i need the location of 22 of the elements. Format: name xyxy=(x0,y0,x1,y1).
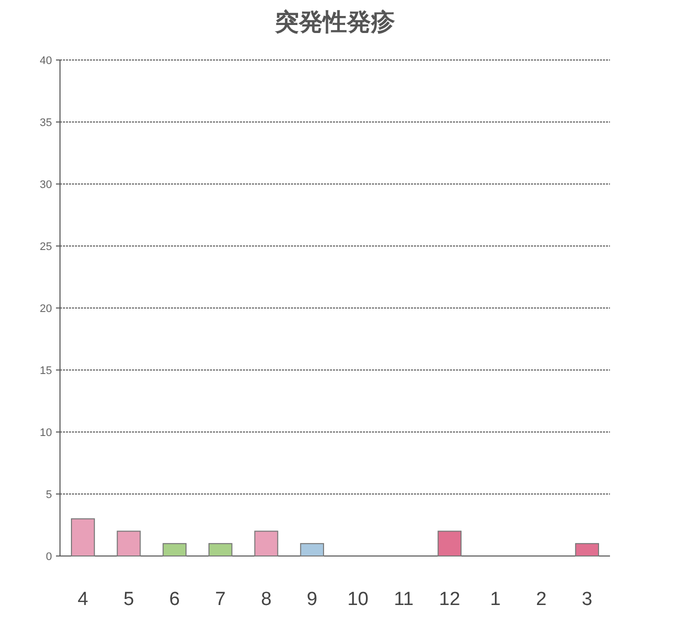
x-tick-label: 9 xyxy=(306,589,318,610)
y-tick-label: 35 xyxy=(40,117,52,129)
y-tick-label: 40 xyxy=(40,55,52,67)
y-tick-label: 20 xyxy=(40,303,52,315)
y-tick-label: 0 xyxy=(46,551,52,563)
x-tick-label: 4 xyxy=(78,589,89,610)
x-tick-label: 10 xyxy=(347,589,368,610)
y-tick-label: 15 xyxy=(40,365,52,377)
y-tick-label: 10 xyxy=(40,427,52,439)
y-tick-label: 30 xyxy=(40,179,52,191)
x-tick-label: 7 xyxy=(215,589,226,610)
y-tick-label: 5 xyxy=(46,489,52,501)
x-tick-label: 6 xyxy=(169,589,180,610)
x-tick-label: 2 xyxy=(536,589,547,610)
x-tick-label: 5 xyxy=(123,589,134,610)
chart-title: 突発性発疹 xyxy=(274,9,396,36)
x-tick-label: 8 xyxy=(260,589,272,610)
x-tick-label: 12 xyxy=(439,589,460,610)
x-tick-label: 1 xyxy=(490,589,501,610)
x-tick-label: 11 xyxy=(394,589,414,610)
x-tick-label: 3 xyxy=(582,589,592,610)
y-tick-label: 25 xyxy=(40,241,52,253)
